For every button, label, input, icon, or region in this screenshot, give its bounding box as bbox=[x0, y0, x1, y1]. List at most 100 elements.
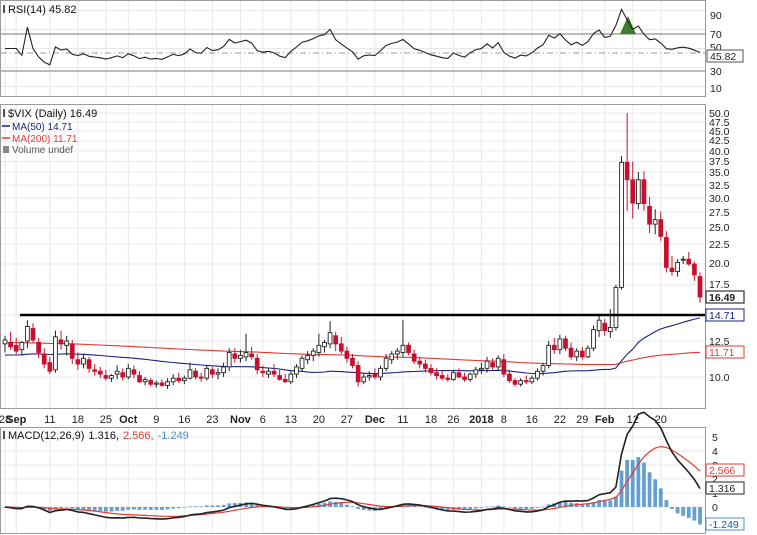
rsi-tick-10: 10 bbox=[710, 83, 722, 95]
x-axis-label: 8 bbox=[501, 414, 507, 426]
candle-body bbox=[624, 161, 630, 181]
candle-body bbox=[266, 370, 271, 375]
candle-body bbox=[428, 367, 434, 374]
macd-histogram-bar bbox=[182, 507, 187, 508]
price-tick-35: 35.0 bbox=[709, 167, 730, 179]
macd-panel: MACD(12,26,9)1.316,2.566,-1.249 5 4 3 2 … bbox=[0, 411, 745, 534]
x-axis-label: 9 bbox=[153, 414, 159, 426]
macd-histogram-bar bbox=[636, 456, 641, 507]
macd-histogram-bar bbox=[602, 500, 607, 507]
price-last-tag-text: 16.49 bbox=[709, 292, 735, 304]
macd-histogram-bar bbox=[462, 507, 467, 510]
candle-body bbox=[518, 380, 524, 385]
candle-body bbox=[142, 378, 148, 383]
macd-histogram-bar bbox=[490, 506, 495, 508]
macd-histogram-bar bbox=[132, 507, 136, 510]
macd-histogram-bar bbox=[473, 507, 478, 509]
macd-tick-0: 0 bbox=[712, 502, 718, 514]
ma50-tag-text: 14.71 bbox=[709, 310, 735, 322]
candle-body bbox=[635, 179, 641, 205]
macd-histogram-bar bbox=[412, 505, 417, 507]
macd-histogram bbox=[3, 456, 702, 525]
candle-body bbox=[221, 366, 226, 374]
x-axis-label: 11 bbox=[397, 414, 408, 426]
candle-body bbox=[210, 369, 215, 375]
price-tick-30: 30.0 bbox=[709, 193, 730, 205]
macd-histogram-bar bbox=[591, 502, 596, 507]
rsi-tick-30: 30 bbox=[710, 66, 722, 78]
candle-body bbox=[355, 365, 361, 383]
candle-body bbox=[47, 362, 53, 372]
x-axis-label: Sep bbox=[6, 414, 26, 426]
macd-histogram-bar bbox=[507, 507, 512, 508]
candlesticks bbox=[2, 113, 703, 389]
candle-body bbox=[13, 344, 19, 352]
macd-histogram-bar bbox=[501, 506, 506, 507]
macd-histogram-bar bbox=[658, 488, 663, 507]
rsi-icon bbox=[3, 5, 5, 13]
ma200-legend: MA(200) 11.71 bbox=[12, 134, 78, 145]
macd-histogram-bar bbox=[423, 507, 428, 508]
candle-body bbox=[333, 335, 339, 345]
macd-histogram-bar bbox=[692, 507, 697, 521]
candle-body bbox=[75, 359, 81, 365]
candle-body bbox=[170, 377, 176, 383]
macd-histogram-bar bbox=[440, 507, 445, 510]
x-axis-label: Nov bbox=[230, 414, 252, 426]
candle-body bbox=[411, 353, 417, 362]
macd-value-tag bbox=[705, 481, 745, 495]
candle-body bbox=[658, 219, 664, 237]
price-y-axis: 50.0 47.5 45.0 42.5 40.0 37.5 35.0 32.5 … bbox=[709, 108, 730, 384]
x-axis-label: 13 bbox=[285, 414, 297, 426]
macd-histogram-bar bbox=[350, 506, 355, 507]
macd-histogram-bar bbox=[210, 505, 215, 507]
candle-body bbox=[692, 263, 697, 276]
macd-histogram-bar bbox=[165, 507, 170, 510]
candle-body bbox=[81, 357, 86, 365]
x-axis-label: 16 bbox=[526, 414, 538, 426]
candle-body bbox=[243, 352, 249, 358]
macd-histogram-bar bbox=[479, 507, 484, 508]
candle-body bbox=[596, 319, 602, 332]
candle-body bbox=[378, 367, 383, 378]
macd-histogram-bar bbox=[249, 502, 254, 507]
macd-histogram-bar bbox=[361, 507, 366, 511]
macd-histogram-bar bbox=[698, 507, 702, 525]
macd-histogram-bar bbox=[524, 507, 529, 510]
macd-histogram-bar bbox=[642, 462, 646, 507]
macd-histogram-bar bbox=[160, 507, 164, 510]
price-tick-45: 45.0 bbox=[709, 126, 730, 138]
candle-body bbox=[490, 362, 495, 368]
candle-body bbox=[568, 347, 574, 358]
candle-body bbox=[591, 329, 596, 349]
macd-histogram-bar bbox=[59, 507, 63, 509]
macd-histogram-bar bbox=[115, 507, 120, 511]
macd-value-tag-text: 1.316 bbox=[709, 483, 735, 495]
candle-body bbox=[2, 339, 8, 345]
candle-body bbox=[389, 353, 395, 361]
macd-histogram-bar bbox=[87, 507, 91, 511]
macd-panel-frame bbox=[0, 427, 706, 534]
candle-body bbox=[25, 325, 30, 342]
macd-title-prefix: MACD(12,26,9) bbox=[8, 430, 84, 442]
candle-body bbox=[187, 369, 193, 379]
x-axis-label: 12 bbox=[627, 414, 639, 426]
macd-histogram-bar bbox=[148, 507, 153, 510]
price-tick-22-5: 22.5 bbox=[709, 239, 730, 251]
macd-histogram-bar bbox=[53, 507, 58, 509]
price-last-tag bbox=[705, 290, 745, 304]
candle-body bbox=[423, 363, 428, 369]
candle-body bbox=[686, 258, 692, 265]
candle-body bbox=[64, 340, 70, 346]
macd-histogram-bar bbox=[670, 507, 674, 509]
macd-histogram-bar bbox=[585, 503, 590, 507]
macd-histogram-bar bbox=[227, 503, 232, 507]
candle-body bbox=[473, 369, 479, 375]
candle-body bbox=[607, 327, 613, 333]
x-axis-label: 25 bbox=[100, 414, 112, 426]
candle-body bbox=[305, 354, 311, 361]
candle-body bbox=[327, 332, 333, 345]
x-axis-label: 23 bbox=[206, 414, 218, 426]
macd-histogram-bar bbox=[311, 504, 316, 507]
candle-body bbox=[125, 367, 131, 378]
